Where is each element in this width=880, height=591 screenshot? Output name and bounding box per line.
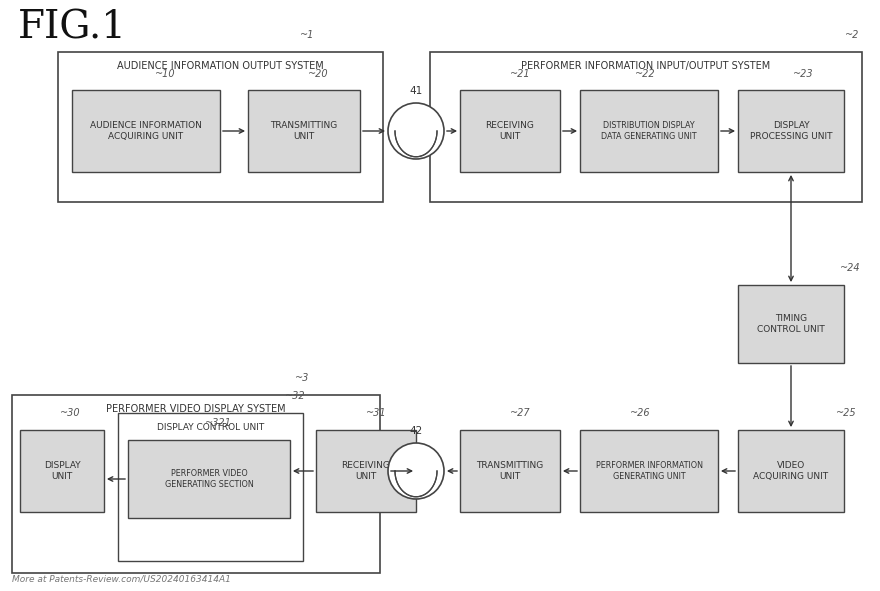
- Text: ~321: ~321: [205, 418, 231, 428]
- Text: ~10: ~10: [155, 69, 176, 79]
- Text: ~26: ~26: [630, 408, 650, 418]
- Text: 41: 41: [409, 86, 422, 96]
- Text: More at Patents-Review.com/US20240163414A1: More at Patents-Review.com/US20240163414…: [12, 574, 231, 583]
- Text: TRANSMITTING
UNIT: TRANSMITTING UNIT: [476, 462, 544, 480]
- Text: PERFORMER INFORMATION INPUT/OUTPUT SYSTEM: PERFORMER INFORMATION INPUT/OUTPUT SYSTE…: [521, 61, 771, 71]
- Text: RECEIVING
UNIT: RECEIVING UNIT: [341, 462, 391, 480]
- Text: ~20: ~20: [308, 69, 328, 79]
- Bar: [738, 430, 844, 512]
- Bar: [738, 285, 844, 363]
- Bar: [128, 440, 290, 518]
- Text: ~31: ~31: [366, 408, 386, 418]
- Text: ~23: ~23: [793, 69, 814, 79]
- Text: RECEIVING
UNIT: RECEIVING UNIT: [486, 121, 534, 141]
- Bar: [12, 395, 380, 573]
- Text: ~1: ~1: [300, 30, 314, 40]
- Bar: [738, 90, 844, 172]
- Circle shape: [388, 443, 444, 499]
- Bar: [72, 90, 220, 172]
- Text: DISPLAY
UNIT: DISPLAY UNIT: [44, 462, 80, 480]
- Text: ~24: ~24: [840, 263, 861, 273]
- Bar: [58, 52, 383, 202]
- Text: DISPLAY
PROCESSING UNIT: DISPLAY PROCESSING UNIT: [750, 121, 832, 141]
- Text: ~2: ~2: [845, 30, 860, 40]
- Circle shape: [388, 103, 444, 159]
- Text: TRANSMITTING
UNIT: TRANSMITTING UNIT: [270, 121, 338, 141]
- Text: ~30: ~30: [60, 408, 81, 418]
- Text: ~3: ~3: [295, 373, 310, 383]
- Text: AUDIENCE INFORMATION
ACQUIRING UNIT: AUDIENCE INFORMATION ACQUIRING UNIT: [90, 121, 202, 141]
- Bar: [460, 90, 560, 172]
- Text: PERFORMER VIDEO
GENERATING SECTION: PERFORMER VIDEO GENERATING SECTION: [165, 469, 253, 489]
- Bar: [118, 413, 303, 561]
- Text: ~32: ~32: [285, 391, 305, 401]
- Text: AUDIENCE INFORMATION OUTPUT SYSTEM: AUDIENCE INFORMATION OUTPUT SYSTEM: [117, 61, 324, 71]
- Bar: [248, 90, 360, 172]
- Text: TIMING
CONTROL UNIT: TIMING CONTROL UNIT: [757, 314, 825, 334]
- Bar: [460, 430, 560, 512]
- Bar: [580, 90, 718, 172]
- Bar: [580, 430, 718, 512]
- Text: PERFORMER VIDEO DISPLAY SYSTEM: PERFORMER VIDEO DISPLAY SYSTEM: [106, 404, 286, 414]
- Text: PERFORMER INFORMATION
GENERATING UNIT: PERFORMER INFORMATION GENERATING UNIT: [596, 462, 702, 480]
- Bar: [316, 430, 416, 512]
- Text: 42: 42: [409, 426, 422, 436]
- Text: FIG.1: FIG.1: [18, 9, 127, 47]
- Text: VIDEO
ACQUIRING UNIT: VIDEO ACQUIRING UNIT: [753, 462, 829, 480]
- Text: DISTRIBUTION DISPLAY
DATA GENERATING UNIT: DISTRIBUTION DISPLAY DATA GENERATING UNI…: [601, 121, 697, 141]
- Text: ~21: ~21: [510, 69, 531, 79]
- Bar: [20, 430, 104, 512]
- Bar: [430, 52, 862, 202]
- Text: ~27: ~27: [510, 408, 531, 418]
- Text: ~25: ~25: [836, 408, 856, 418]
- Text: DISPLAY CONTROL UNIT: DISPLAY CONTROL UNIT: [157, 423, 264, 431]
- Text: ~22: ~22: [635, 69, 656, 79]
